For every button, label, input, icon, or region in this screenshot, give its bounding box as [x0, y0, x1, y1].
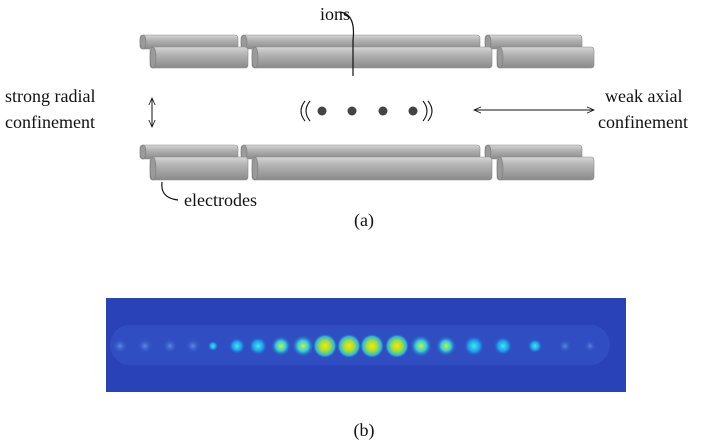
ion-spot	[337, 334, 361, 358]
ion-spot	[360, 334, 384, 358]
electrode-end	[150, 47, 156, 68]
ion-spot	[249, 337, 267, 355]
ions	[301, 101, 432, 121]
ion-spot	[313, 334, 337, 358]
figure: ions strong radial confinement weak axia…	[0, 0, 727, 442]
ion-spot	[185, 338, 201, 354]
ion-spot	[162, 338, 178, 354]
ion-spot	[528, 339, 542, 353]
ion-crystal	[110, 325, 610, 365]
ion-spot	[464, 336, 484, 356]
electrode-end	[497, 47, 503, 68]
radial-label: confinement	[5, 112, 95, 132]
electrode-end	[140, 145, 146, 159]
ion-spot	[410, 335, 432, 357]
electrodes-pointer	[162, 182, 178, 200]
ion-spot	[271, 336, 291, 356]
electrodes-label: electrodes	[184, 190, 257, 210]
electrode-end	[150, 157, 156, 180]
ion-spot	[292, 335, 314, 357]
electrode	[150, 47, 248, 68]
panel-label: (a)	[354, 210, 374, 231]
electrode	[497, 157, 594, 180]
ion-spot	[112, 338, 128, 354]
ion-spot	[584, 340, 596, 352]
electrode	[252, 157, 492, 180]
axial-label: weak axial	[605, 86, 682, 106]
electrode	[252, 47, 492, 68]
electrode	[497, 47, 594, 68]
ion-spot	[229, 338, 245, 354]
ion-spot	[208, 341, 218, 351]
panel-label: (b)	[354, 420, 375, 441]
radial-label: strong radial	[5, 86, 95, 106]
ion-spot	[385, 334, 409, 358]
page: ions strong radial confinement weak axia…	[0, 0, 727, 442]
electrode	[150, 157, 248, 180]
electrode-end	[252, 157, 258, 180]
ion-spot	[436, 336, 456, 356]
electrode-end	[497, 157, 503, 180]
axial-label: confinement	[598, 112, 688, 132]
electrodes	[140, 35, 594, 180]
electrode-end	[252, 47, 258, 68]
ion-spot	[558, 339, 572, 353]
electrode-end	[140, 35, 146, 49]
ion-spot	[494, 337, 512, 355]
ion-spot	[137, 338, 153, 354]
